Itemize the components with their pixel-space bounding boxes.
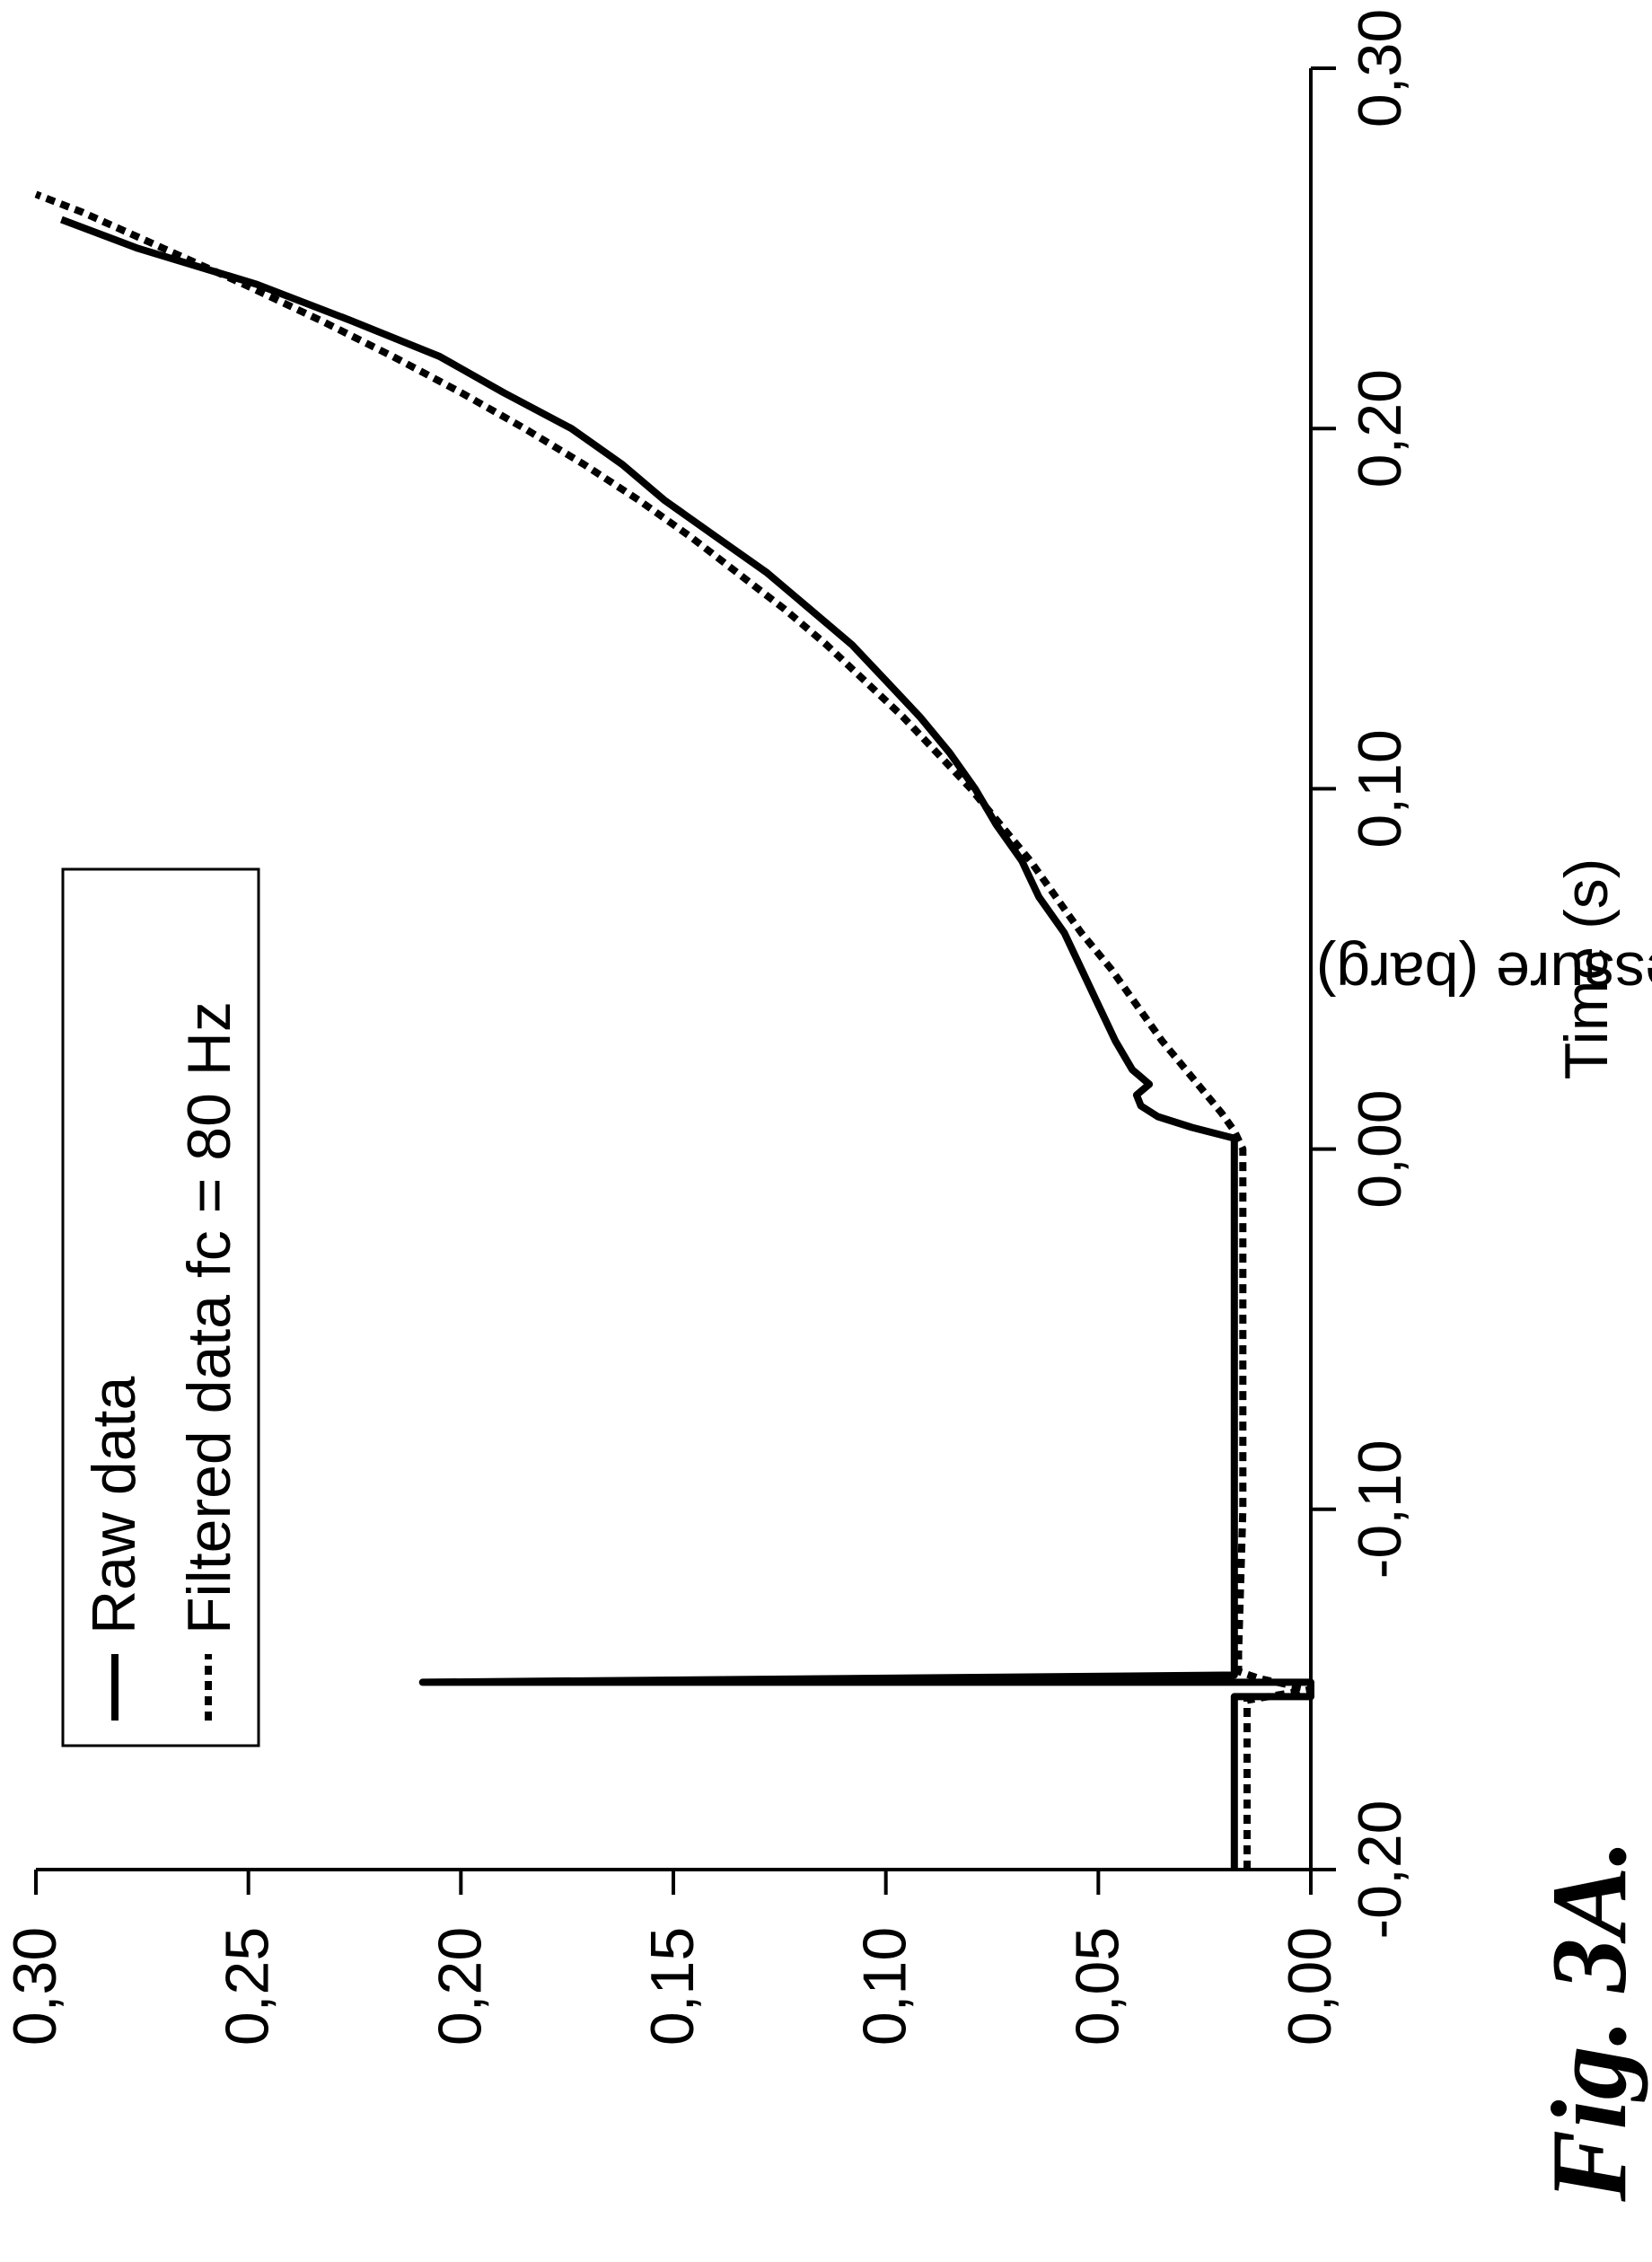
time-tick-label: -0,20 <box>1346 1800 1414 1940</box>
pressure-axis-title: Explosion pressure (barg) <box>1316 939 1652 1008</box>
pressure-tick-label: 0,20 <box>426 1927 494 2046</box>
legend: Raw data Filtered data fc = 80 Hz <box>61 867 260 1747</box>
time-tick-label: 0,00 <box>1346 1089 1414 1208</box>
series-layer <box>34 190 1314 1870</box>
pressure-tick-label: 0,30 <box>1 1927 69 2046</box>
legend-label-raw: Raw data <box>80 1377 148 1634</box>
pressure-axis-ticks: 0,00 0,05 0,10 0,15 0,20 0,25 0,30 <box>1 1870 1344 2046</box>
series-line-filtered <box>34 190 1314 1870</box>
legend-label-filtered: Filtered data fc = 80 Hz <box>175 1001 243 1634</box>
time-tick-label: 0,30 <box>1346 9 1414 128</box>
pressure-tick-label: 0,05 <box>1063 1927 1131 2046</box>
time-tick-label: 0,10 <box>1346 729 1414 848</box>
time-tick-label: 0,20 <box>1346 369 1414 488</box>
pressure-tick-label: 0,10 <box>851 1927 919 2046</box>
time-axis-ticks: -0,20 -0,10 0,00 0,10 0,20 0,30 <box>1311 9 1414 1940</box>
time-axis-title: Time (s) <box>1552 858 1621 1080</box>
pressure-tick-label: 0,00 <box>1276 1927 1344 2046</box>
figure-caption: Fig. 3A. <box>1529 1839 1648 2202</box>
legend-box <box>61 867 260 1747</box>
pressure-tick-label: 0,25 <box>214 1927 282 2046</box>
time-tick-label: -0,10 <box>1346 1439 1414 1579</box>
pressure-tick-label: 0,15 <box>638 1927 707 2046</box>
series-line-raw <box>59 216 1314 1870</box>
